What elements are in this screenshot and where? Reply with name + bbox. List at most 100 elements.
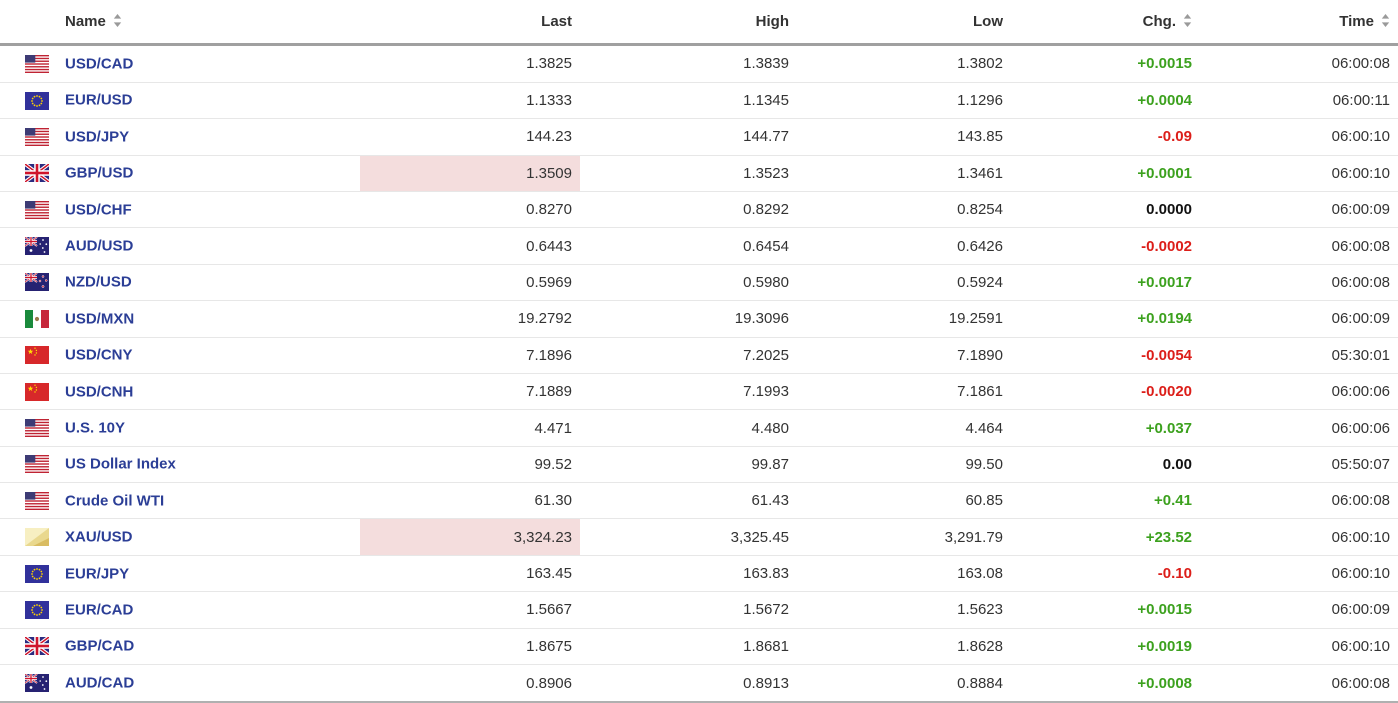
name-cell: USD/JPY	[0, 118, 360, 156]
cn-flag-icon	[25, 346, 49, 365]
instrument-link[interactable]: EUR/JPY	[65, 565, 130, 583]
column-header-high: High	[580, 0, 797, 46]
low-cell: 7.1890	[797, 337, 1011, 374]
instrument-link[interactable]: USD/CAD	[65, 55, 134, 73]
us-flag-icon	[25, 54, 49, 73]
low-cell: 99.50	[797, 446, 1011, 484]
quotes-table-header: Name Last High Low Chg. Time	[0, 0, 1398, 46]
name-cell: USD/CAD	[0, 44, 360, 83]
instrument-link[interactable]: USD/CNH	[65, 383, 134, 401]
low-cell: 19.2591	[797, 300, 1011, 338]
table-row: XAU/USD 3,324.23 3,325.45 3,291.79 +23.52 06:…	[0, 518, 1398, 556]
table-row: GBP/CAD 1.8675 1.8681 1.8628 +0.0019 06:00:10	[0, 628, 1398, 666]
us-flag-icon	[25, 491, 49, 510]
table-row: US Dollar Index 99.52 99.87 99.50 0.00 05:50:…	[0, 446, 1398, 484]
last-cell: 0.8906	[360, 664, 580, 703]
column-header-chg[interactable]: Chg.	[1011, 0, 1200, 46]
us-flag-icon	[25, 455, 49, 474]
name-cell: USD/MXN	[0, 300, 360, 338]
us-flag-icon	[25, 200, 49, 219]
instrument-link[interactable]: AUD/USD	[65, 237, 134, 255]
instrument-link[interactable]: USD/CHF	[65, 201, 132, 219]
high-cell: 0.8292	[580, 191, 797, 229]
time-cell: 06:00:06	[1200, 409, 1398, 447]
high-cell: 1.8681	[580, 628, 797, 666]
high-cell: 163.83	[580, 555, 797, 593]
name-cell: AUD/CAD	[0, 664, 360, 703]
instrument-link[interactable]: AUD/CAD	[65, 674, 135, 692]
last-cell: 61.30	[360, 482, 580, 520]
last-cell: 3,324.23	[360, 518, 580, 556]
chg-cell: +0.0015	[1011, 591, 1200, 629]
column-header-last: Last	[360, 0, 580, 46]
column-header-label: Time	[1339, 12, 1374, 30]
low-cell: 1.8628	[797, 628, 1011, 666]
high-cell: 0.8913	[580, 664, 797, 703]
table-row: USD/JPY 144.23 144.77 143.85 -0.09 06:00:10	[0, 118, 1398, 156]
high-cell: 0.5980	[580, 264, 797, 302]
high-cell: 7.1993	[580, 373, 797, 411]
time-cell: 06:00:09	[1200, 300, 1398, 338]
sort-arrows-icon	[1381, 13, 1390, 27]
name-cell: EUR/JPY	[0, 555, 360, 593]
sort-arrows-icon	[113, 13, 122, 27]
column-header-time[interactable]: Time	[1200, 0, 1398, 46]
instrument-link[interactable]: EUR/USD	[65, 92, 133, 109]
table-row: GBP/USD 1.3509 1.3523 1.3461 +0.0001 06:00:10	[0, 155, 1398, 192]
last-cell: 1.1333	[360, 82, 580, 120]
low-cell: 0.6426	[797, 227, 1011, 265]
instrument-link[interactable]: GBP/USD	[65, 164, 134, 182]
column-header-name[interactable]: Name	[0, 0, 360, 46]
instrument-link[interactable]: EUR/CAD	[65, 601, 134, 619]
us-flag-icon	[25, 419, 49, 438]
chg-cell: +23.52	[1011, 518, 1200, 556]
low-cell: 1.3802	[797, 44, 1011, 83]
last-cell: 144.23	[360, 118, 580, 156]
column-header-label: Name	[65, 12, 106, 30]
instrument-link[interactable]: XAU/USD	[65, 528, 133, 546]
high-cell: 7.2025	[580, 337, 797, 374]
last-cell: 0.8270	[360, 191, 580, 229]
column-header-label: Chg.	[1142, 12, 1176, 30]
time-cell: 06:00:11	[1200, 82, 1398, 120]
high-cell: 0.6454	[580, 227, 797, 265]
last-cell: 7.1889	[360, 373, 580, 411]
time-cell: 06:00:09	[1200, 591, 1398, 629]
time-cell: 06:00:08	[1200, 264, 1398, 302]
instrument-link[interactable]: USD/MXN	[65, 310, 135, 328]
instrument-link[interactable]: GBP/CAD	[65, 637, 135, 655]
instrument-link[interactable]: US Dollar Index	[65, 455, 176, 473]
table-row: AUD/CAD 0.8906 0.8913 0.8884 +0.0008 06:00:08	[0, 664, 1398, 703]
last-cell: 0.6443	[360, 227, 580, 265]
chg-cell: +0.0008	[1011, 664, 1200, 703]
high-cell: 99.87	[580, 446, 797, 484]
table-row: USD/MXN 19.2792 19.3096 19.2591 +0.0194 06:00…	[0, 300, 1398, 338]
name-cell: GBP/CAD	[0, 628, 360, 666]
low-cell: 163.08	[797, 555, 1011, 593]
low-cell: 1.1296	[797, 82, 1011, 120]
table-row: USD/CNY 7.1896 7.2025 7.1890 -0.0054 05:30:01	[0, 337, 1398, 374]
time-cell: 06:00:08	[1200, 664, 1398, 703]
high-cell: 1.5672	[580, 591, 797, 629]
gold-bar-icon	[25, 528, 49, 547]
table-row: EUR/CAD 1.5667 1.5672 1.5623 +0.0015 06:00:09	[0, 591, 1398, 629]
nz-flag-icon	[25, 273, 49, 292]
uk-flag-icon	[25, 164, 49, 183]
chg-cell: +0.0004	[1011, 82, 1200, 120]
mx-flag-icon	[25, 309, 49, 328]
instrument-link[interactable]: NZD/USD	[65, 273, 132, 291]
last-cell: 4.471	[360, 409, 580, 447]
instrument-link[interactable]: USD/CNY	[65, 346, 133, 364]
name-cell: NZD/USD	[0, 264, 360, 302]
instrument-link[interactable]: Crude Oil WTI	[65, 492, 165, 510]
cn-flag-icon	[25, 382, 49, 401]
chg-cell: +0.0017	[1011, 264, 1200, 302]
au-flag-icon	[25, 237, 49, 256]
header-row: Name Last High Low Chg. Time	[0, 0, 1398, 46]
instrument-link[interactable]: U.S. 10Y	[65, 419, 126, 437]
instrument-link[interactable]: USD/JPY	[65, 128, 130, 146]
eu-flag-icon	[25, 600, 49, 619]
chg-cell: 0.0000	[1011, 191, 1200, 229]
last-cell: 99.52	[360, 446, 580, 484]
